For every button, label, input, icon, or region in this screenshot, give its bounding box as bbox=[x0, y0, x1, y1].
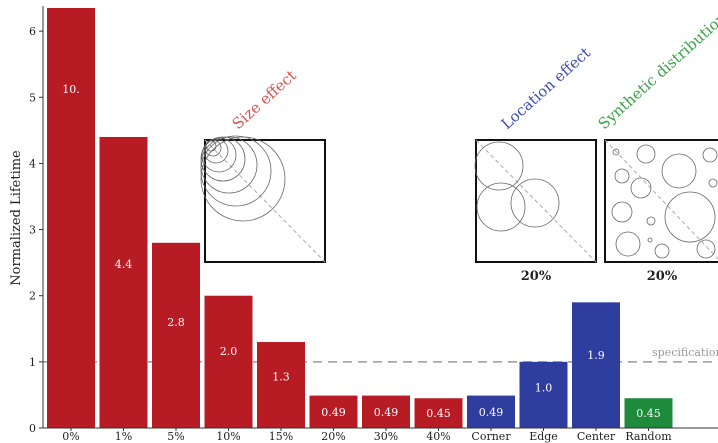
bar-value-label: 10. bbox=[62, 83, 80, 96]
x-tick-label: 40% bbox=[426, 430, 450, 443]
location-inset-caption: 20% bbox=[521, 269, 552, 284]
bar-40% bbox=[414, 398, 463, 428]
x-tick-label: Random bbox=[625, 430, 672, 443]
size-circle bbox=[200, 136, 286, 222]
bar-value-label: 0.45 bbox=[636, 407, 661, 420]
x-tick-label: 30% bbox=[374, 430, 398, 443]
synthetic-circle bbox=[661, 153, 697, 189]
y-axis-title: Normalized Lifetime bbox=[9, 150, 24, 286]
synthetic-circle bbox=[614, 168, 630, 184]
location-effect-inset: 20% bbox=[474, 139, 597, 284]
x-tick-label: 0% bbox=[62, 430, 79, 443]
bar-10% bbox=[204, 295, 253, 428]
synthetic-circle bbox=[664, 191, 716, 243]
synthetic-circle bbox=[647, 237, 653, 243]
bar-value-label: 2.8 bbox=[167, 316, 185, 329]
synthetic-inset-diagonal bbox=[604, 139, 718, 260]
x-tick-label: 15% bbox=[269, 430, 293, 443]
synthetic-circle bbox=[636, 144, 656, 164]
bar-value-label: 0.49 bbox=[374, 406, 399, 419]
bar-30% bbox=[362, 395, 410, 428]
x-tick-label: 1% bbox=[115, 430, 132, 443]
size-inset-circles bbox=[200, 135, 286, 222]
bar-value-label: 0.45 bbox=[426, 407, 451, 420]
size-inset-diagonal bbox=[204, 139, 326, 263]
specification-label: specification bbox=[652, 346, 718, 359]
bar-Random bbox=[624, 398, 673, 428]
y-tick-label: 5 bbox=[29, 91, 36, 104]
x-tick-label: 20% bbox=[321, 430, 345, 443]
bar-20% bbox=[309, 395, 358, 428]
location-inset-circles bbox=[474, 141, 560, 232]
y-tick-label: 3 bbox=[29, 224, 36, 237]
bar-value-label: 4.4 bbox=[115, 258, 133, 271]
synthetic-circle bbox=[646, 216, 656, 226]
bar-value-label: 0.49 bbox=[321, 406, 346, 419]
size-circle bbox=[201, 137, 237, 173]
bar-15% bbox=[257, 342, 305, 428]
y-tick-label: 0 bbox=[29, 422, 36, 435]
bar-Corner bbox=[467, 395, 515, 428]
x-tick-label: 5% bbox=[167, 430, 184, 443]
size-circle bbox=[205, 140, 217, 152]
location-circle-center bbox=[510, 178, 560, 228]
location-circle-corner bbox=[474, 141, 524, 191]
size-circle bbox=[200, 135, 272, 207]
synthetic-circle bbox=[696, 239, 716, 259]
x-tick-label: Corner bbox=[471, 430, 511, 443]
y-tick-label: 6 bbox=[29, 25, 36, 38]
x-tick-label: Center bbox=[577, 430, 616, 443]
labels-layer: 10. 4.4 2.8 2.0 1.3 0.49 0.49 0.45 0.49 1.0 1.9 0.4… bbox=[62, 83, 661, 420]
bar-value-label: 1.9 bbox=[587, 349, 605, 362]
synthetic-circle bbox=[630, 177, 652, 199]
x-tick-label: Edge bbox=[529, 430, 558, 443]
synthetic-circle bbox=[611, 201, 633, 223]
bars-layer bbox=[47, 8, 673, 428]
location-inset-diagonal bbox=[475, 139, 597, 263]
synthetic-inset-frame bbox=[604, 139, 718, 263]
bar-1% bbox=[99, 136, 148, 428]
synthetic-circle bbox=[708, 178, 718, 188]
size-circle bbox=[203, 138, 229, 164]
synthetic-circle bbox=[615, 231, 641, 257]
synthetic-circle bbox=[654, 243, 670, 259]
size-circle bbox=[204, 139, 222, 157]
y-tick-label: 4 bbox=[29, 157, 36, 170]
synthetic-inset-caption: 20% bbox=[647, 269, 678, 284]
bar-value-label: 1.3 bbox=[272, 371, 290, 384]
size-circle bbox=[200, 136, 246, 182]
synthetic-distribution-annotation: Synthetic distribution bbox=[595, 8, 718, 133]
size-effect-annotation: Size effect bbox=[229, 66, 300, 133]
y-tick-label: 1 bbox=[29, 356, 36, 369]
bar-5% bbox=[152, 242, 200, 428]
bar-Center bbox=[572, 302, 620, 428]
x-tick-label: 10% bbox=[216, 430, 240, 443]
y-tick-label: 2 bbox=[29, 290, 36, 303]
location-effect-annotation: Location effect bbox=[498, 44, 594, 133]
bar-value-label: 0.49 bbox=[479, 406, 504, 419]
synthetic-distribution-inset: 20% bbox=[604, 139, 718, 284]
synthetic-inset-circles bbox=[611, 144, 718, 259]
synthetic-circle bbox=[702, 147, 718, 163]
axes-layer: Normalized Lifetime 0 1 2 3 4 5 6 0% 1% 5% 10% 15% 2… bbox=[9, 6, 718, 443]
bar-value-label: 2.0 bbox=[220, 345, 238, 358]
size-effect-inset bbox=[200, 135, 326, 263]
bar-Edge bbox=[519, 361, 568, 428]
bar-0% bbox=[47, 8, 95, 428]
location-circle-edge bbox=[476, 182, 526, 232]
synthetic-circle bbox=[612, 148, 620, 156]
bar-value-label: 1.0 bbox=[535, 382, 553, 395]
